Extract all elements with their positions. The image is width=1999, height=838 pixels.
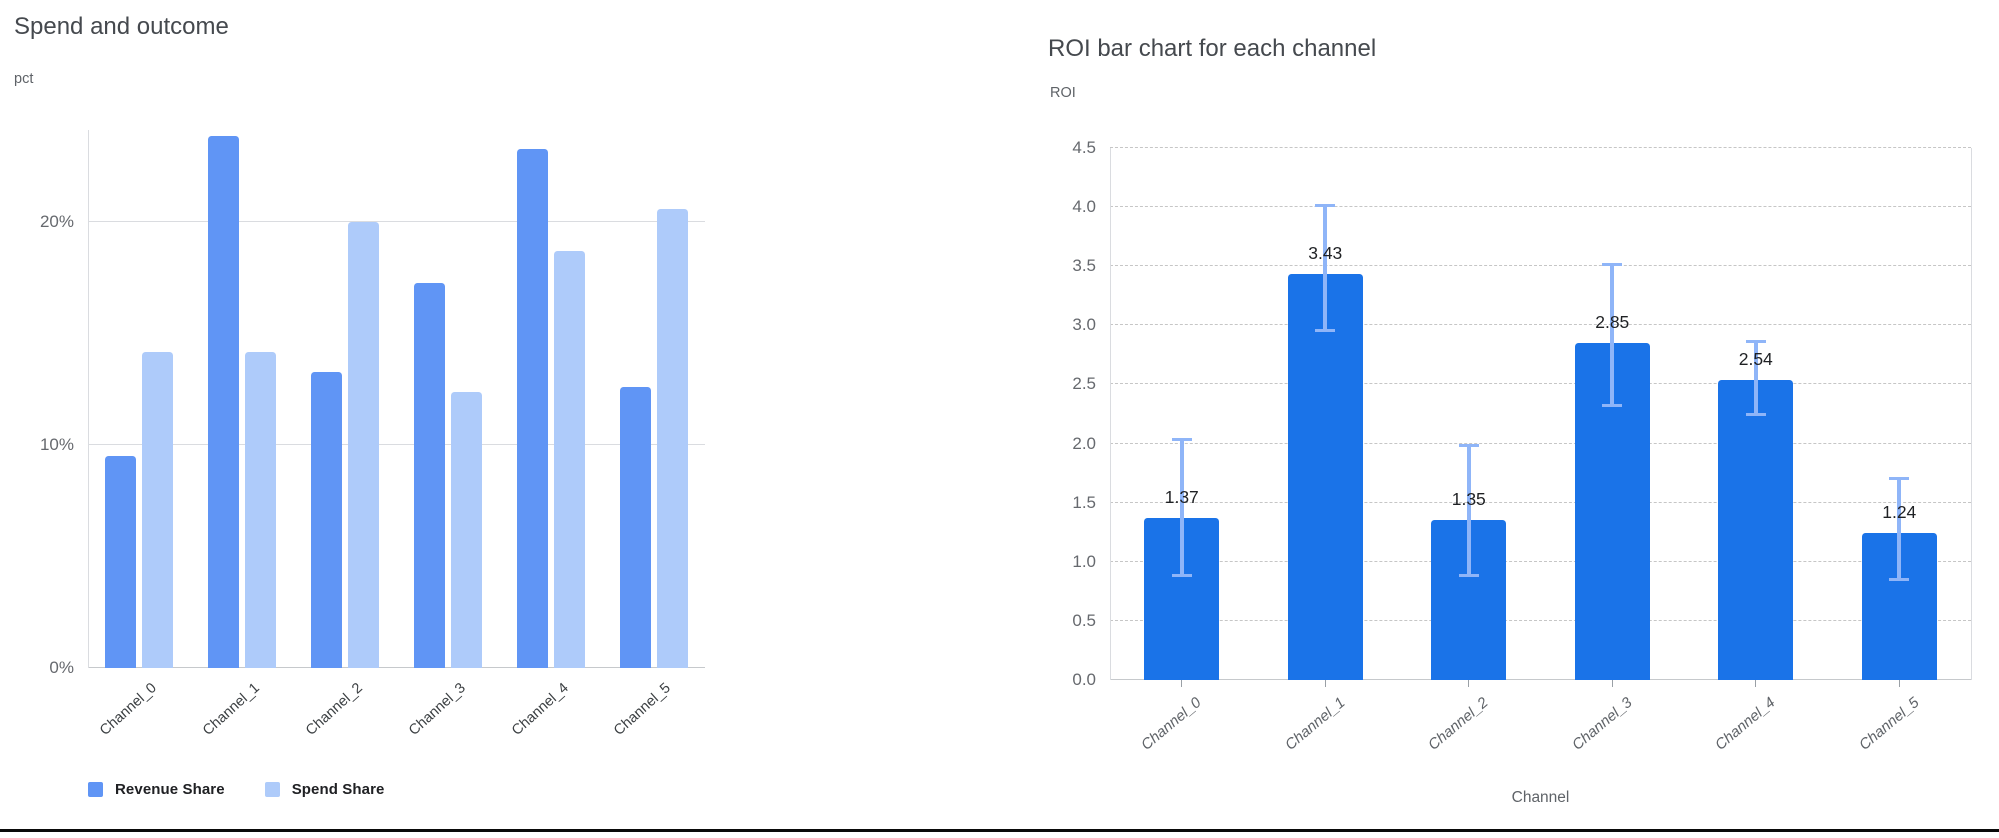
roi-chart-title: ROI bar chart for each channel [1048, 35, 1377, 62]
bar-spend-share-channel-1[interactable] [245, 351, 277, 668]
bar-revenue-share-channel-1[interactable] [208, 135, 240, 668]
bar-revenue-share-channel-2[interactable] [311, 371, 343, 668]
y-axis-tick-label: 1.0 [1072, 551, 1096, 571]
error-bar-cap-bottom-channel-5 [1889, 577, 1910, 581]
plot-left-border [1110, 148, 1111, 680]
bar-value-label-channel-1: 3.43 [1308, 243, 1343, 264]
bar-spend-share-channel-3[interactable] [450, 391, 482, 668]
grid-line-4-5 [1110, 147, 1971, 148]
x-tick-channel-4 [1755, 680, 1757, 687]
y-axis-tick-label: 2.5 [1072, 374, 1096, 394]
window-bottom-border [0, 829, 1999, 832]
x-axis-tick-label-channel-0: Channel_0 [1138, 694, 1205, 754]
bar-revenue-share-channel-0[interactable] [105, 456, 137, 668]
bar-value-label-channel-3: 2.85 [1595, 312, 1630, 333]
grid-line-3-5 [1110, 265, 1971, 267]
x-axis-tick-label-channel-3: Channel_3 [1568, 694, 1636, 754]
y-axis-tick-label: 10% [39, 435, 74, 455]
spend-share-swatch [264, 782, 280, 797]
x-tick-channel-1 [1324, 680, 1326, 687]
bar-revenue-share-channel-4[interactable] [516, 148, 548, 668]
x-axis-tick-label-channel-5: Channel_5 [1855, 694, 1923, 754]
error-bar-cap-top-channel-2 [1458, 443, 1479, 447]
grid-line-20pct [88, 221, 705, 223]
legend-item-spend-share: Spend Share [264, 781, 385, 798]
error-bar-cap-top-channel-4 [1745, 339, 1766, 343]
y-axis-tick-label: 0.0 [1072, 670, 1096, 689]
error-bar-cap-bottom-channel-4 [1745, 413, 1766, 417]
bar-roi-channel-1[interactable] [1287, 274, 1363, 680]
bar-value-label-channel-0: 1.37 [1164, 487, 1199, 508]
error-bar-cap-bottom-channel-3 [1602, 403, 1623, 407]
spend-outcome-y-axis-unit: pct [14, 71, 34, 87]
y-axis-line [88, 130, 89, 668]
bar-revenue-share-channel-5[interactable] [619, 387, 651, 668]
y-axis-tick-label: 0% [49, 658, 74, 677]
error-bar-stem-channel-2 [1466, 444, 1471, 576]
y-axis-tick-label: 4.0 [1072, 197, 1096, 217]
legend-item-revenue-share: Revenue Share [88, 781, 225, 798]
grid-line-1-5 [1110, 501, 1971, 503]
legend: Revenue Share Spend Share [88, 781, 384, 798]
bar-value-label-channel-2: 1.35 [1451, 489, 1486, 510]
grid-line-1-0 [1110, 560, 1971, 562]
spend-share-legend-label: Spend Share [291, 781, 385, 798]
x-tick-channel-5 [1898, 680, 1900, 687]
x-tick-channel-3 [1611, 680, 1613, 687]
error-bar-stem-channel-4 [1753, 340, 1758, 416]
bar-spend-share-channel-0[interactable] [142, 351, 174, 668]
grid-line-2-5 [1110, 383, 1971, 385]
spend-outcome-chart-title: Spend and outcome [14, 13, 229, 40]
bar-spend-share-channel-4[interactable] [553, 251, 585, 668]
roi-x-axis-title: Channel [1511, 789, 1570, 806]
error-bar-cap-bottom-channel-2 [1458, 573, 1479, 577]
x-axis-tick-label-channel-2: Channel_2 [1425, 694, 1492, 754]
x-axis-tick-label-channel-4: Channel_4 [1712, 694, 1779, 754]
error-bar-stem-channel-0 [1179, 438, 1184, 576]
error-bar-cap-top-channel-5 [1889, 476, 1910, 480]
error-bar-stem-channel-3 [1610, 263, 1615, 406]
error-bar-cap-top-channel-3 [1602, 262, 1623, 266]
y-axis-tick-label: 2.0 [1072, 433, 1096, 453]
error-bar-cap-bottom-channel-1 [1315, 329, 1336, 333]
error-bar-cap-bottom-channel-0 [1171, 573, 1192, 577]
bar-value-label-channel-5: 1.24 [1882, 502, 1917, 523]
x-tick-channel-0 [1181, 680, 1183, 687]
y-axis-tick-label: 1.5 [1072, 492, 1096, 512]
error-bar-cap-top-channel-0 [1171, 437, 1192, 441]
x-axis-tick-label-channel-1: Channel_1 [1281, 694, 1349, 754]
grid-line-4-0 [1110, 206, 1971, 208]
x-tick-channel-2 [1468, 680, 1470, 687]
bar-roi-channel-4[interactable] [1718, 379, 1794, 680]
grid-line-0pct [88, 667, 705, 668]
y-axis-tick-label: 3.0 [1072, 315, 1096, 335]
y-axis-tick-label: 20% [39, 212, 74, 232]
grid-line-3-0 [1110, 324, 1971, 326]
y-axis-tick-label: 3.5 [1072, 256, 1096, 276]
revenue-share-legend-label: Revenue Share [115, 781, 225, 798]
grid-line-0-0 [1110, 679, 1971, 680]
roi-y-axis-unit: ROI [1050, 85, 1076, 101]
y-axis-tick-label: 0.5 [1072, 610, 1096, 630]
bar-value-label-channel-4: 2.54 [1738, 348, 1773, 369]
error-bar-stem-channel-1 [1323, 204, 1328, 332]
grid-line-10pct [88, 444, 705, 446]
y-axis-tick-label: 4.5 [1072, 138, 1096, 157]
revenue-share-swatch [88, 782, 103, 797]
error-bar-cap-top-channel-1 [1315, 203, 1336, 207]
error-bar-stem-channel-5 [1897, 477, 1902, 580]
grid-line-0-5 [1110, 619, 1971, 621]
grid-line-2-0 [1110, 442, 1971, 444]
bar-spend-share-channel-2[interactable] [348, 222, 380, 668]
bar-revenue-share-channel-3[interactable] [413, 282, 445, 668]
plot-right-border [1971, 148, 1972, 680]
bar-spend-share-channel-5[interactable] [656, 209, 688, 668]
